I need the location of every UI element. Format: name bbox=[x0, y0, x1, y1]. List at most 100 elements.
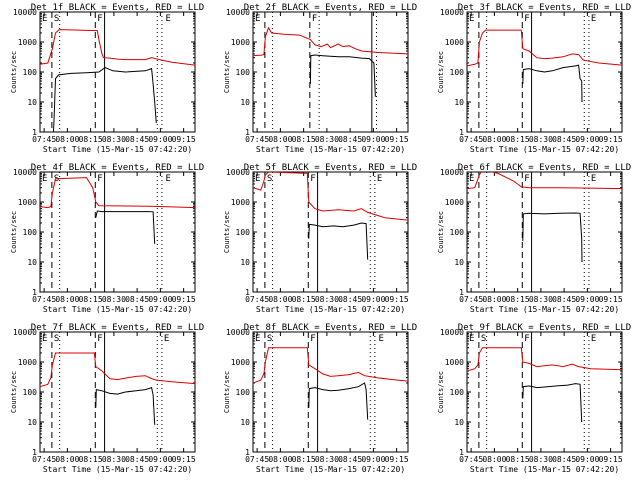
y-tick-label: 10000 bbox=[226, 8, 250, 17]
x-tick-label: 08:00 bbox=[482, 135, 506, 144]
y-axis-label: Counts/sec bbox=[10, 51, 18, 93]
y-tick-label: 10 bbox=[454, 98, 464, 107]
x-tick-label: 08:00 bbox=[268, 135, 292, 144]
y-tick-label: 10000 bbox=[13, 8, 37, 17]
y-tick-label: 10000 bbox=[226, 168, 250, 177]
chart-panel-9: Det 9f BLACK = Events, RED = LLD 1 10 100 10… bbox=[437, 323, 631, 474]
plot-frame bbox=[252, 171, 409, 293]
y-tick-label: 1 bbox=[245, 128, 250, 137]
x-tick-label: 07:45 bbox=[32, 135, 56, 144]
x-tick-label: 08:15 bbox=[79, 455, 103, 464]
x-tick-label: 08:15 bbox=[79, 295, 103, 304]
x-axis-label: Start Time (15-Mar-15 07:42:20) bbox=[43, 465, 192, 474]
lld-series-line bbox=[253, 172, 408, 221]
lld-series-line bbox=[467, 29, 622, 67]
time-marker-label: F bbox=[310, 174, 315, 184]
y-axis-label: Counts/sec bbox=[437, 51, 445, 93]
x-tick-label: 07:45 bbox=[245, 135, 269, 144]
time-marker-label: E bbox=[255, 14, 260, 24]
y-tick-label: 10 bbox=[240, 258, 250, 267]
panel-title: Det 9f BLACK = Events, RED = LLD bbox=[458, 323, 631, 333]
y-tick-label: 10 bbox=[240, 98, 250, 107]
y-tick-label: 1000 bbox=[231, 38, 250, 47]
time-marker-label: E bbox=[42, 334, 47, 344]
x-tick-label: 08:45 bbox=[552, 295, 576, 304]
x-tick-label: 08:00 bbox=[55, 455, 79, 464]
time-marker-label: E bbox=[591, 14, 596, 24]
x-axis-label: Start Time (15-Mar-15 07:42:20) bbox=[470, 145, 619, 154]
time-marker-label: E bbox=[164, 334, 169, 344]
x-tick-label: 09:00 bbox=[575, 295, 599, 304]
y-tick-label: 100 bbox=[236, 68, 251, 77]
x-tick-label: 08:15 bbox=[292, 295, 316, 304]
y-tick-label: 10000 bbox=[440, 8, 464, 17]
x-axis-label: Start Time (15-Mar-15 07:42:20) bbox=[470, 305, 619, 314]
y-tick-label: 10 bbox=[454, 418, 464, 427]
x-tick-label: 08:30 bbox=[529, 135, 553, 144]
chart-panel-4: Det 4f BLACK = Events, RED = LLD 1 10 100 10… bbox=[10, 163, 204, 314]
time-marker-label: F bbox=[97, 14, 102, 24]
x-tick-label: 09:15 bbox=[172, 295, 196, 304]
panel-title: Det 7f BLACK = Events, RED = LLD bbox=[31, 323, 204, 333]
events-series-line bbox=[308, 222, 369, 260]
events-series-line bbox=[308, 382, 369, 420]
panel-title: Det 3f BLACK = Events, RED = LLD bbox=[458, 3, 631, 13]
y-tick-label: 10 bbox=[27, 98, 37, 107]
chart-panel-7: Det 7f BLACK = Events, RED = LLD 1 10 100 10… bbox=[10, 323, 204, 474]
time-marker-label: E bbox=[378, 334, 383, 344]
x-tick-label: 08:30 bbox=[102, 295, 126, 304]
y-axis-label: Counts/sec bbox=[223, 51, 231, 93]
time-marker-label: S bbox=[54, 14, 59, 24]
panel-title: Det 2f BLACK = Events, RED = LLD bbox=[244, 3, 417, 13]
time-marker-label: E bbox=[165, 14, 170, 24]
chart-panel-5: Det 5f BLACK = Events, RED = LLD 1 10 100 10… bbox=[223, 163, 417, 314]
x-tick-label: 08:45 bbox=[552, 455, 576, 464]
time-marker-label: F bbox=[524, 14, 529, 24]
y-tick-label: 1 bbox=[459, 448, 464, 457]
y-tick-label: 10 bbox=[240, 418, 250, 427]
y-tick-label: 10000 bbox=[440, 168, 464, 177]
y-axis-label: Counts/sec bbox=[223, 211, 231, 253]
x-tick-label: 08:45 bbox=[125, 135, 149, 144]
x-tick-label: 09:15 bbox=[385, 135, 409, 144]
x-tick-label: 08:15 bbox=[79, 135, 103, 144]
y-tick-label: 10 bbox=[454, 258, 464, 267]
x-tick-label: 08:00 bbox=[482, 455, 506, 464]
y-tick-label: 10 bbox=[27, 258, 37, 267]
panel-title: Det 5f BLACK = Events, RED = LLD bbox=[244, 163, 417, 173]
x-tick-label: 09:15 bbox=[385, 455, 409, 464]
x-tick-label: 09:15 bbox=[385, 295, 409, 304]
time-marker-label: F bbox=[97, 334, 102, 344]
y-tick-label: 1000 bbox=[231, 358, 250, 367]
time-marker-label: F bbox=[524, 334, 529, 344]
x-tick-label: 08:15 bbox=[292, 455, 316, 464]
y-tick-label: 1000 bbox=[231, 198, 250, 207]
chart-panel-6: Det 6f BLACK = Events, RED = LLD 1 10 100 10… bbox=[437, 163, 631, 314]
lld-series-line bbox=[467, 347, 622, 372]
y-tick-label: 1 bbox=[459, 128, 464, 137]
x-tick-label: 08:30 bbox=[529, 295, 553, 304]
y-tick-label: 10000 bbox=[440, 328, 464, 337]
y-axis-label: Counts/sec bbox=[10, 371, 18, 413]
x-tick-label: 08:45 bbox=[338, 295, 362, 304]
time-marker-label: S bbox=[267, 174, 272, 184]
y-tick-label: 10000 bbox=[13, 328, 37, 337]
time-marker-label: F bbox=[524, 174, 529, 184]
x-tick-label: 08:45 bbox=[552, 135, 576, 144]
x-tick-label: 08:30 bbox=[102, 455, 126, 464]
x-tick-label: 08:00 bbox=[268, 295, 292, 304]
chart-panel-1: Det 1f BLACK = Events, RED = LLD 1 10 100 10… bbox=[10, 3, 204, 154]
x-axis-label: Start Time (15-Mar-15 07:42:20) bbox=[256, 465, 405, 474]
y-tick-label: 100 bbox=[23, 228, 38, 237]
x-tick-label: 09:15 bbox=[172, 455, 196, 464]
x-tick-label: 08:30 bbox=[315, 295, 339, 304]
x-tick-label: 08:30 bbox=[315, 455, 339, 464]
x-tick-label: 08:30 bbox=[315, 135, 339, 144]
y-tick-label: 1000 bbox=[18, 38, 37, 47]
x-tick-label: 09:00 bbox=[575, 135, 599, 144]
y-tick-label: 1000 bbox=[18, 358, 37, 367]
y-tick-label: 100 bbox=[236, 388, 251, 397]
x-tick-label: 07:45 bbox=[459, 295, 483, 304]
events-series-line bbox=[95, 386, 156, 425]
